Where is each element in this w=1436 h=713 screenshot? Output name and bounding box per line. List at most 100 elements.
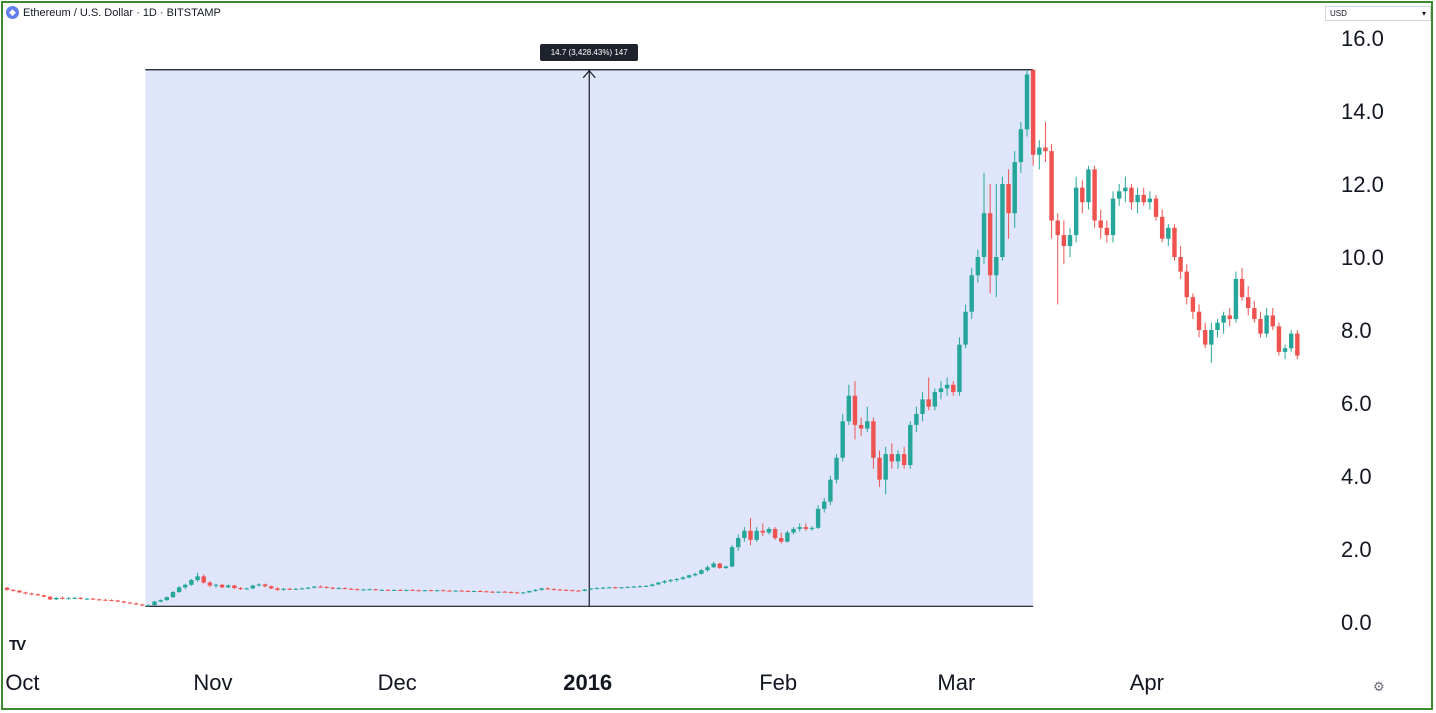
candle-body[interactable] [606, 587, 612, 589]
candle-body[interactable] [428, 590, 434, 592]
candle-body[interactable] [508, 592, 514, 594]
candle-body[interactable] [1037, 147, 1042, 155]
candle-body[interactable] [1252, 308, 1257, 320]
candle-body[interactable] [619, 587, 624, 589]
candle-body[interactable] [385, 589, 391, 591]
candle-body[interactable] [779, 538, 784, 542]
candle-body[interactable] [631, 586, 636, 588]
candle-body[interactable] [484, 591, 489, 593]
candle-body[interactable] [275, 588, 280, 590]
candle-body[interactable] [490, 591, 495, 593]
candle-body[interactable] [312, 586, 317, 588]
candle-body[interactable] [60, 597, 65, 599]
candle-body[interactable] [391, 589, 397, 591]
candle-body[interactable] [520, 592, 526, 594]
candle-body[interactable] [914, 413, 919, 425]
candle-body[interactable] [1092, 169, 1097, 221]
candle-body[interactable] [613, 587, 618, 589]
candle-body[interactable] [828, 479, 833, 502]
candle-body[interactable] [563, 589, 569, 591]
candle-body[interactable] [256, 584, 262, 586]
candle-body[interactable] [330, 587, 335, 589]
candle-body[interactable] [1000, 184, 1005, 257]
candle-body[interactable] [797, 527, 802, 529]
candle-body[interactable] [1288, 333, 1294, 349]
candle-body[interactable] [201, 576, 206, 583]
candle-body[interactable] [29, 593, 34, 595]
candle-body[interactable] [551, 589, 557, 591]
candle-body[interactable] [1147, 198, 1153, 203]
candle-body[interactable] [41, 595, 47, 597]
candle-body[interactable] [865, 421, 870, 429]
candle-body[interactable] [207, 582, 213, 586]
candle-body[interactable] [527, 590, 532, 593]
candle-body[interactable] [969, 275, 974, 312]
candle-body[interactable] [729, 547, 735, 567]
candle-body[interactable] [846, 395, 852, 422]
candle-body[interactable] [281, 588, 286, 590]
candle-body[interactable] [1129, 187, 1134, 203]
candle-body[interactable] [557, 589, 563, 591]
candle-body[interactable] [152, 601, 157, 606]
candle-body[interactable] [809, 527, 815, 529]
candle-body[interactable] [1245, 297, 1251, 309]
candle-body[interactable] [140, 604, 145, 606]
candle-body[interactable] [398, 589, 403, 591]
candle-body[interactable] [981, 213, 987, 257]
candle-body[interactable] [146, 605, 151, 607]
candle-body[interactable] [514, 592, 520, 594]
candle-body[interactable] [244, 588, 249, 590]
candle-body[interactable] [1270, 315, 1275, 327]
candle-body[interactable] [576, 590, 581, 592]
currency-selector[interactable]: USD ▾ [1325, 6, 1431, 21]
candle-body[interactable] [1006, 184, 1011, 214]
candle-body[interactable] [84, 598, 90, 600]
candle-body[interactable] [1233, 278, 1239, 320]
candle-body[interactable] [772, 528, 778, 539]
candle-body[interactable] [293, 588, 299, 590]
candle-body[interactable] [693, 573, 698, 576]
candle-body[interactable] [901, 454, 907, 466]
candle-body[interactable] [183, 584, 188, 588]
time-axis[interactable]: Oct Nov Dec 2016 Feb Mar Apr [5, 670, 1164, 695]
candle-body[interactable] [975, 257, 981, 276]
candle-body[interactable] [342, 588, 348, 590]
candle-body[interactable] [404, 589, 409, 591]
candle-body[interactable] [287, 588, 292, 590]
candle-body[interactable] [588, 588, 593, 590]
candle-body[interactable] [766, 528, 772, 533]
candle-body[interactable] [379, 589, 385, 591]
candle-body[interactable] [889, 454, 895, 462]
candle-body[interactable] [23, 592, 28, 594]
candle-body[interactable] [47, 596, 53, 600]
candle-body[interactable] [416, 590, 421, 592]
candle-body[interactable] [133, 603, 139, 605]
candle-body[interactable] [318, 586, 323, 588]
candle-body[interactable] [176, 587, 182, 593]
candle-body[interactable] [17, 590, 22, 593]
candle-body[interactable] [852, 395, 858, 425]
candle-body[interactable] [465, 590, 471, 592]
candle-body[interactable] [705, 567, 710, 571]
candle-body[interactable] [932, 392, 938, 407]
candle-body[interactable] [195, 576, 200, 581]
candle-body[interactable] [545, 588, 550, 590]
candle-body[interactable] [1049, 151, 1054, 221]
candle-body[interactable] [1209, 330, 1214, 345]
candle-body[interactable] [355, 589, 360, 591]
candle-body[interactable] [453, 590, 458, 592]
candle-body[interactable] [103, 599, 108, 601]
candle-body[interactable] [1202, 330, 1208, 345]
candle-body[interactable] [1172, 227, 1177, 257]
candle-body[interactable] [410, 589, 415, 591]
candle-body[interactable] [250, 585, 256, 589]
candle-body[interactable] [760, 530, 766, 533]
candle-body[interactable] [815, 508, 821, 528]
candle-body[interactable] [1184, 271, 1189, 298]
candle-body[interactable] [1024, 74, 1030, 130]
candle-body[interactable] [834, 457, 839, 480]
candle-body[interactable] [1080, 187, 1085, 203]
candle-body[interactable] [1012, 162, 1017, 214]
candle-body[interactable] [1073, 187, 1079, 236]
